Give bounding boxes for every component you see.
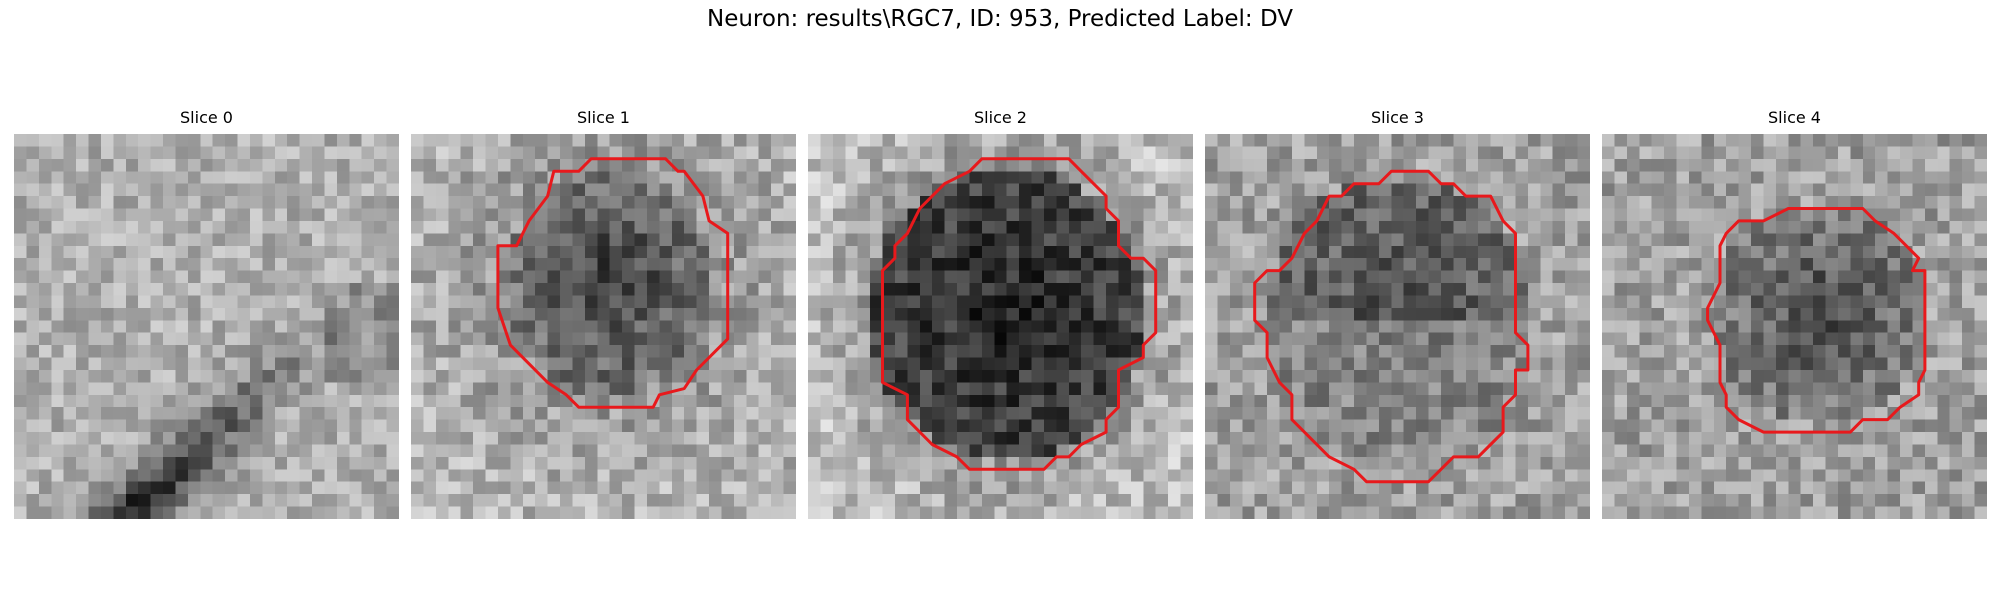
segmentation-contour [1253,169,1530,484]
slice-title: Slice 2 [974,108,1027,127]
slice-image [14,134,399,519]
slice-svg [411,134,796,519]
figure-title: Neuron: results\RGC7, ID: 953, Predicted… [706,6,1294,32]
slice-title: Slice 0 [180,108,233,127]
slice-svg [1205,134,1590,519]
slice-image [411,134,796,519]
segmentation-contour [881,157,1158,471]
slice-panel-2: Slice 2 [808,108,1193,519]
slice-title: Slice 4 [1768,108,1821,127]
slice-title: Slice 3 [1371,108,1424,127]
slice-image [808,134,1193,519]
slice-panel-1: Slice 1 [411,108,796,519]
segmentation-contour [496,157,730,409]
slice-panel-3: Slice 3 [1205,108,1590,519]
slice-svg [1602,134,1987,519]
slice-title: Slice 1 [577,108,630,127]
slice-image [1602,134,1987,519]
slice-svg [808,134,1193,519]
slice-panel-4: Slice 4 [1602,108,1987,519]
slice-image [1205,134,1590,519]
segmentation-contour [1706,207,1927,434]
slice-panel-0: Slice 0 [14,108,399,519]
slice-svg [14,134,399,519]
